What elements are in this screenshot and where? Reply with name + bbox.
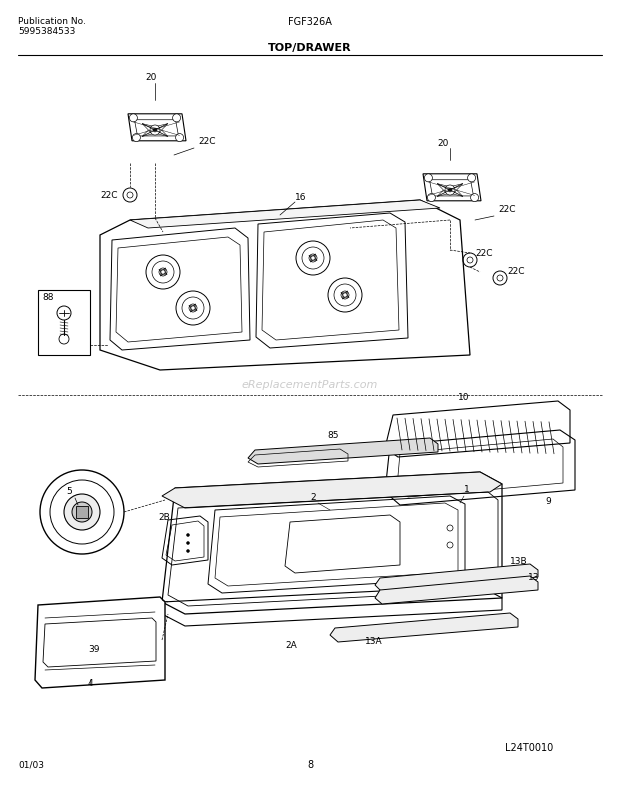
Circle shape <box>471 194 479 202</box>
Text: 01/03: 01/03 <box>18 760 44 770</box>
Circle shape <box>130 114 138 122</box>
Circle shape <box>127 192 133 198</box>
Text: 22C: 22C <box>100 191 118 199</box>
Text: 20: 20 <box>437 138 448 147</box>
Polygon shape <box>375 564 538 592</box>
Polygon shape <box>35 597 165 688</box>
Circle shape <box>175 134 184 142</box>
Text: 22C: 22C <box>507 267 525 277</box>
Text: Publication No.: Publication No. <box>18 17 86 27</box>
Circle shape <box>40 470 124 554</box>
Text: eReplacementParts.com: eReplacementParts.com <box>242 380 378 390</box>
Bar <box>76 506 88 518</box>
Polygon shape <box>375 576 538 604</box>
Circle shape <box>493 271 507 285</box>
Bar <box>38 290 90 355</box>
Text: 22C: 22C <box>198 138 216 146</box>
Circle shape <box>497 275 503 281</box>
Text: 1: 1 <box>464 486 470 494</box>
Circle shape <box>57 306 71 320</box>
Text: 9: 9 <box>545 498 551 506</box>
Polygon shape <box>330 613 518 642</box>
Circle shape <box>59 334 69 344</box>
Polygon shape <box>142 128 159 136</box>
Circle shape <box>447 542 453 548</box>
Circle shape <box>425 174 432 182</box>
Circle shape <box>64 494 100 530</box>
Circle shape <box>467 174 476 182</box>
Text: 5: 5 <box>66 487 72 497</box>
Polygon shape <box>151 123 168 132</box>
Circle shape <box>445 185 455 195</box>
Text: 22C: 22C <box>475 248 492 258</box>
Text: 13: 13 <box>528 573 539 582</box>
Text: 8: 8 <box>307 760 313 770</box>
Circle shape <box>133 134 140 142</box>
Circle shape <box>427 194 435 202</box>
Polygon shape <box>446 184 463 192</box>
Polygon shape <box>446 187 463 196</box>
Circle shape <box>187 533 190 536</box>
Text: 22C: 22C <box>498 206 515 214</box>
Text: 13A: 13A <box>365 637 383 645</box>
Text: 13B: 13B <box>510 558 528 566</box>
Circle shape <box>448 188 452 192</box>
Polygon shape <box>130 200 440 228</box>
Circle shape <box>187 542 190 544</box>
Text: 2: 2 <box>310 494 316 502</box>
Text: 2B: 2B <box>158 513 170 521</box>
Circle shape <box>463 253 477 267</box>
Text: L24T0010: L24T0010 <box>505 743 553 753</box>
Text: 88: 88 <box>42 293 53 301</box>
Circle shape <box>72 502 92 522</box>
Polygon shape <box>162 472 502 508</box>
Text: 2A: 2A <box>285 641 297 649</box>
Circle shape <box>172 114 180 122</box>
Circle shape <box>296 241 330 275</box>
Circle shape <box>447 525 453 531</box>
Text: FGF326A: FGF326A <box>288 17 332 27</box>
Text: 5995384533: 5995384533 <box>18 28 76 36</box>
Text: 10: 10 <box>458 393 469 403</box>
Polygon shape <box>285 515 400 573</box>
Circle shape <box>153 128 157 132</box>
Text: 16: 16 <box>295 192 306 202</box>
Text: 39: 39 <box>88 645 99 654</box>
Circle shape <box>467 257 473 263</box>
Text: 4: 4 <box>88 679 94 687</box>
Circle shape <box>187 550 190 552</box>
Text: 20: 20 <box>145 74 156 82</box>
Text: 85: 85 <box>327 432 339 441</box>
Text: TOP/DRAWER: TOP/DRAWER <box>268 43 352 53</box>
Polygon shape <box>437 187 454 196</box>
Polygon shape <box>151 128 168 136</box>
Polygon shape <box>248 438 438 464</box>
Circle shape <box>328 278 362 312</box>
Polygon shape <box>437 184 454 192</box>
Circle shape <box>123 188 137 202</box>
Circle shape <box>150 125 160 135</box>
Circle shape <box>176 291 210 325</box>
Circle shape <box>146 255 180 289</box>
Polygon shape <box>142 123 159 132</box>
